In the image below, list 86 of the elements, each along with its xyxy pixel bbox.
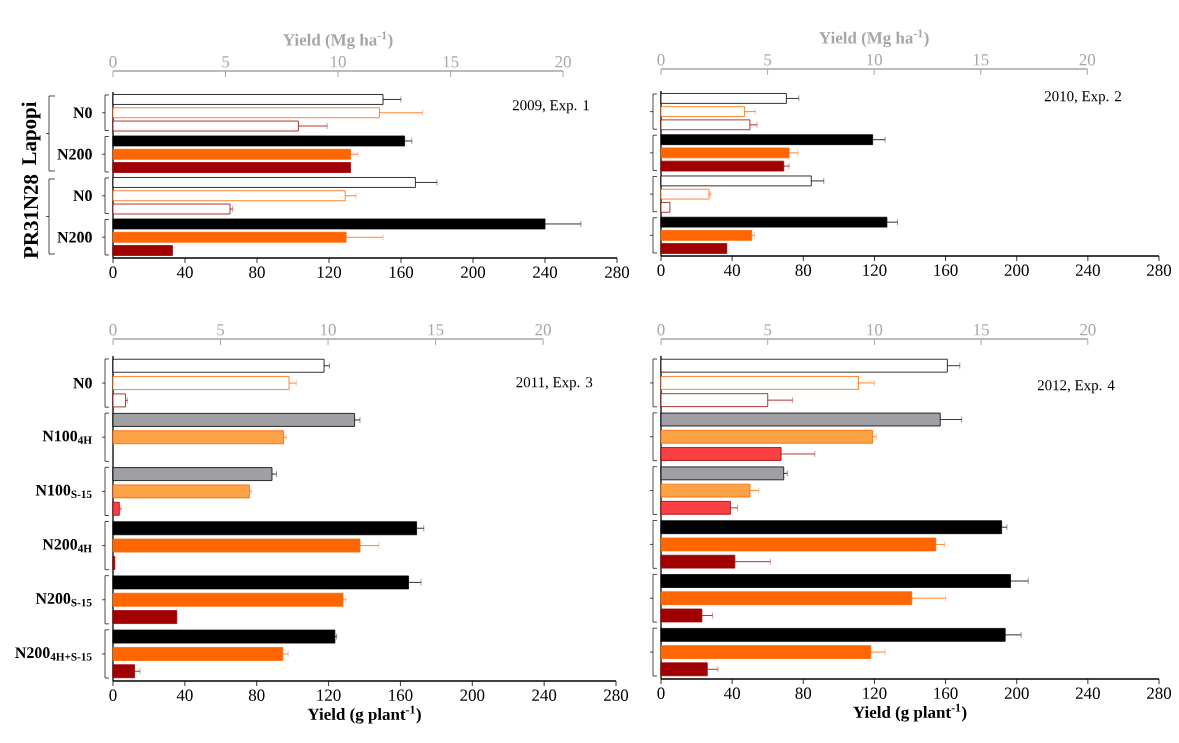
x2-tick-label: 10 [331,56,346,68]
y-tick-label: N200 [57,231,92,243]
x-tick-label: 0 [109,266,117,278]
x-tick-label: 80 [795,687,812,699]
x-tick-label: 280 [605,266,630,278]
y-tick-label: N200$_{4H+S-15}$ [15,647,92,661]
x-tick-label: 80 [795,264,812,276]
bar [112,664,135,679]
bar [112,592,344,607]
chart-title: 2009, Exp. 1 [512,100,589,114]
x2-axis-title: Yield (Mg ha$^{-1}$) [819,29,929,48]
y-tick-label: N0 [73,377,92,389]
x-tick-label: 120 [863,264,887,276]
x-tick-label: 80 [248,689,265,701]
bar [660,429,874,444]
text: Lapopi [21,101,41,166]
x-axis-title: Yield (g plant$^{-1}$) [307,705,421,724]
bar [112,245,173,256]
x-tick-label: 120 [863,687,887,699]
x-tick-label: 40 [724,264,740,276]
x2-tick-label: 0 [657,324,665,336]
bar [112,501,120,516]
y-tick-label: N200 [57,148,92,160]
x2-tick-label: 15 [973,54,989,66]
x2-tick-label: 0 [657,54,665,66]
x-tick-label: 280 [1147,687,1172,699]
x-tick-label: 0 [657,264,665,276]
y-tick-label: N0 [73,190,92,202]
bar [112,430,285,445]
y-tick-label: N200$_{S-15}$ [35,593,92,607]
x2-tick-label: 15 [443,56,459,68]
x-tick-label: 200 [1004,264,1029,276]
y-tick-label: N100$_{S-15}$ [35,484,92,499]
bar [660,160,785,172]
bar [660,243,728,254]
x-tick-label: 0 [657,687,665,699]
text: 2011, Exp. 3 [516,377,593,391]
x2-tick-label: 15 [974,324,989,336]
x2-tick-label: 15 [428,324,444,336]
x2-tick-label: 5 [764,54,772,66]
chart-title: 2010, Exp. 2 [1044,91,1121,105]
x-tick-label: 160 [934,264,958,276]
x2-tick-label: 10 [867,324,883,336]
x-tick-label: 0 [109,689,117,701]
x-tick-label: 240 [1075,264,1100,276]
x-tick-label: 80 [249,266,265,278]
x-tick-label: 200 [1004,687,1029,699]
x-tick-label: 160 [389,689,413,701]
x-tick-label: 120 [317,266,342,278]
x-tick-label: 200 [461,266,486,278]
x-tick-label: 240 [533,266,558,278]
bar [112,484,250,499]
x-tick-label: 40 [176,266,193,278]
bar [660,230,753,241]
x2-tick-label: 20 [1080,324,1096,336]
x-tick-label: 280 [604,689,629,701]
x-tick-label: 120 [317,689,341,701]
x2-tick-label: 0 [109,324,117,336]
y-tick-label: N0 [73,107,92,119]
y-tick-label: N100$_{4H}$ [42,430,92,444]
x-axis-title: Yield (g plant$^{-1}$) [853,703,967,722]
bar [112,393,126,408]
x2-tick-label: 5 [217,324,225,336]
x2-tick-label: 20 [555,56,571,68]
text: PR31N28 [23,174,39,259]
bar [112,647,284,661]
x-tick-label: 160 [389,266,414,278]
x2-tick-label: 10 [321,324,336,336]
x-tick-label: 160 [934,687,958,699]
x-tick-label: 280 [1147,264,1172,276]
text: 2012, Exp. 4 [1037,380,1115,394]
x2-axis-title: Yield (Mg ha$^{-1}$) [283,31,393,50]
x-tick-label: 240 [532,689,557,701]
x-tick-label: 240 [1075,687,1100,699]
x-tick-label: 200 [460,689,485,701]
x2-tick-label: 5 [764,324,772,336]
x2-tick-label: 20 [535,324,551,336]
bar [112,610,178,624]
x2-tick-label: 10 [867,54,882,66]
x-tick-label: 40 [176,689,193,701]
x2-tick-label: 5 [222,56,230,68]
x-tick-label: 40 [724,687,740,699]
x2-tick-label: 20 [1079,54,1096,66]
y-tick-label: N200$_{4H}$ [42,539,92,553]
bar [112,162,352,173]
x2-tick-label: 0 [109,56,117,68]
